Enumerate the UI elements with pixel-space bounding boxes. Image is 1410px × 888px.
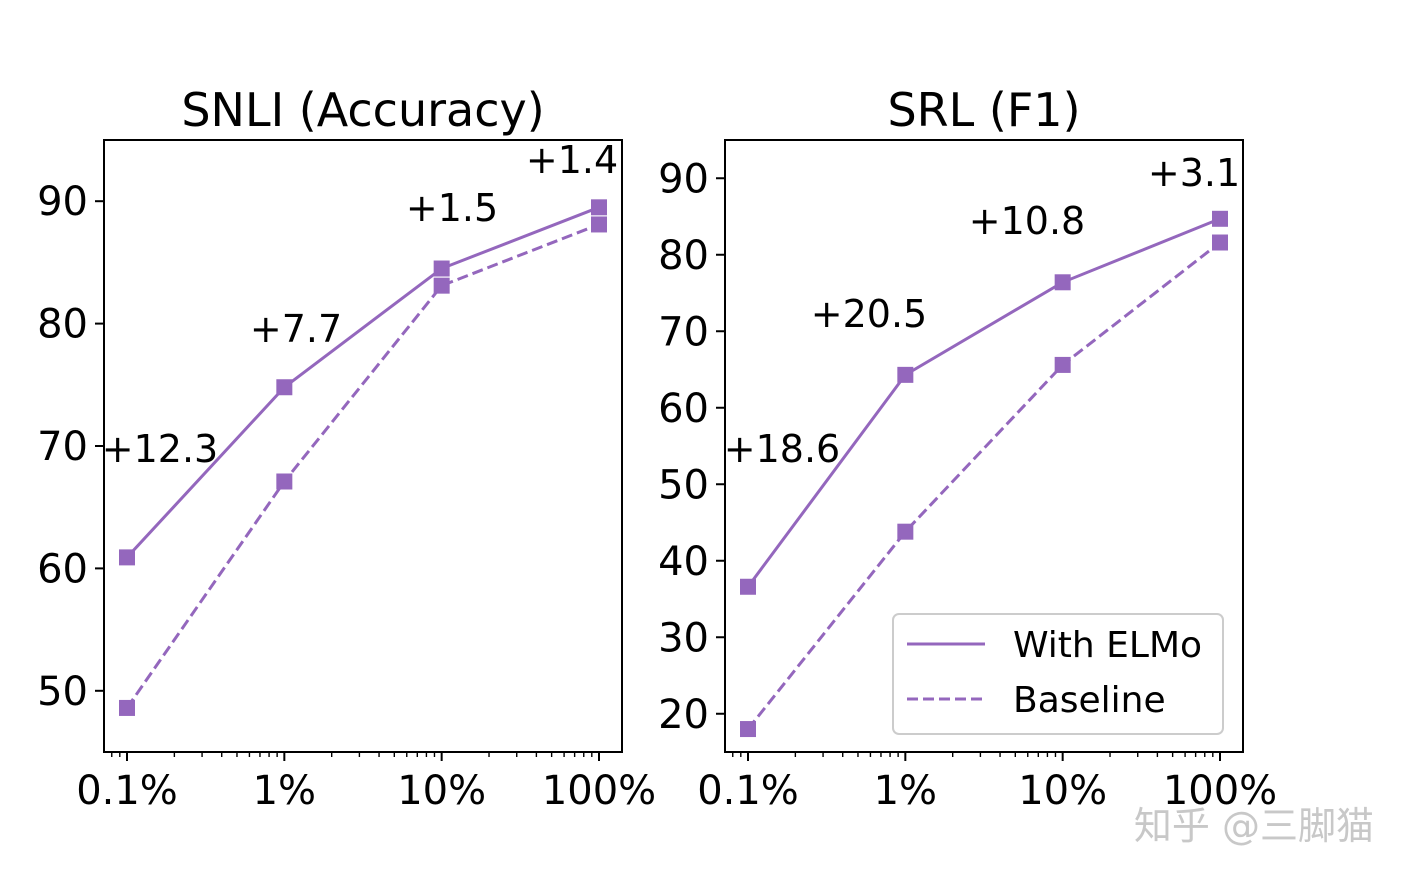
data-point (433, 260, 450, 277)
gain-annotation: +10.8 (969, 199, 1085, 243)
watermark: 知乎 @三脚猫 (1133, 804, 1374, 848)
data-point (740, 578, 756, 595)
y-tick-label: 70 (658, 309, 709, 355)
data-point (1212, 210, 1228, 227)
data-point (433, 277, 450, 294)
series-line-baseline (125, 223, 600, 709)
gain-annotation: +20.5 (811, 292, 927, 336)
gain-annotation: +3.1 (1148, 151, 1240, 195)
chart-title: SRL (F1) (887, 83, 1080, 137)
data-point (1054, 356, 1071, 373)
y-tick-label: 30 (658, 615, 709, 661)
data-point (1212, 234, 1228, 251)
y-tick-label: 40 (658, 539, 709, 585)
data-point (1054, 274, 1071, 291)
x-tick-label: 10% (1018, 768, 1107, 814)
legend-label: With ELMo (1013, 625, 1202, 666)
y-tick-label: 90 (658, 156, 709, 202)
x-tick-label: 0.1% (697, 768, 799, 814)
series-line-with-elmo (746, 217, 1221, 588)
gain-annotation: +1.5 (406, 186, 498, 230)
data-point (897, 523, 914, 540)
snli-chart: SNLI (Accuracy) 50 60 70 80 90 0.1% 1% 10% 100% +1… (37, 83, 656, 814)
y-tick-label: 80 (658, 233, 709, 279)
srl-chart: SRL (F1) 20 30 40 50 60 70 80 90 0.1% 1% 10% 100% +18… (658, 83, 1277, 814)
gain-annotation: +1.4 (526, 138, 618, 182)
data-point (119, 549, 135, 566)
x-tick-label: 10% (397, 768, 486, 814)
gain-annotation: +18.6 (724, 427, 840, 471)
x-tick-label: 1% (253, 768, 316, 814)
data-point (591, 216, 607, 233)
data-point (897, 366, 914, 383)
chart-title: SNLI (Accuracy) (181, 83, 544, 137)
series-line-baseline (746, 241, 1221, 730)
x-tick-label: 100% (542, 768, 656, 814)
x-tick-label: 0.1% (76, 768, 178, 814)
x-tick-label: 1% (874, 768, 937, 814)
y-tick-label: 60 (658, 386, 709, 432)
x-tick-label: 100% (1163, 768, 1277, 814)
y-tick-label: 80 (37, 302, 88, 348)
legend-label: Baseline (1013, 680, 1166, 721)
y-tick-label: 90 (37, 179, 88, 225)
legend: With ELMo Baseline (892, 613, 1224, 735)
data-point (740, 721, 756, 738)
y-tick-label: 70 (37, 424, 88, 470)
y-tick-label: 60 (37, 546, 88, 592)
y-tick-label: 50 (658, 462, 709, 508)
data-point (119, 699, 135, 716)
y-tick-label: 20 (658, 692, 709, 738)
data-point (276, 379, 293, 396)
data-point (276, 473, 293, 490)
gain-annotation: +7.7 (250, 307, 342, 351)
gain-annotation: +12.3 (102, 427, 218, 471)
data-point (591, 199, 607, 216)
series-line-with-elmo (125, 205, 600, 559)
y-tick-label: 50 (37, 669, 88, 715)
plot-frame (724, 139, 1244, 753)
